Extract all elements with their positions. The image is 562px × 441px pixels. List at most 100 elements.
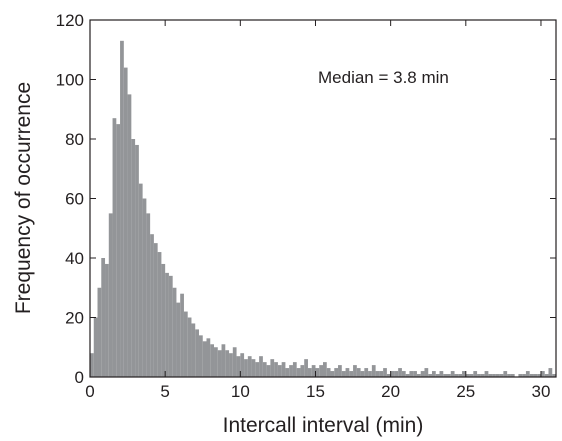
bar	[469, 374, 474, 377]
bar	[398, 368, 402, 377]
bar	[198, 335, 203, 377]
bar	[522, 374, 526, 377]
bar	[138, 183, 143, 377]
y-tick-label: 100	[56, 71, 84, 90]
bar	[146, 213, 151, 377]
bar	[266, 365, 271, 377]
bar	[262, 362, 267, 377]
bar	[540, 371, 545, 377]
bar	[285, 368, 290, 377]
bar	[300, 365, 305, 377]
x-tick-label: 25	[456, 382, 475, 401]
bar	[244, 359, 248, 377]
bar	[499, 374, 504, 377]
bar	[484, 371, 489, 377]
x-tick-label: 30	[532, 382, 551, 401]
x-tick-label: 5	[160, 382, 169, 401]
bar	[356, 368, 361, 377]
bar	[296, 368, 301, 377]
bar	[349, 371, 354, 377]
bar	[477, 374, 481, 377]
bar	[259, 356, 263, 377]
bar	[401, 371, 406, 377]
bar	[507, 374, 511, 377]
y-tick-label: 120	[56, 11, 84, 30]
bar	[131, 139, 136, 377]
bar	[492, 374, 496, 377]
bar	[183, 311, 188, 377]
bar	[371, 365, 376, 377]
bar	[435, 374, 440, 377]
bar	[90, 353, 94, 377]
bar	[330, 371, 335, 377]
bar	[270, 359, 275, 377]
bar	[413, 371, 417, 377]
bar	[510, 374, 515, 377]
bar	[488, 374, 493, 377]
bar	[443, 374, 448, 377]
bar	[206, 338, 211, 377]
bar	[537, 374, 541, 377]
y-tick-label: 0	[75, 368, 84, 387]
bar	[255, 362, 260, 377]
bar	[274, 362, 278, 377]
x-tick-label: 15	[306, 382, 325, 401]
y-tick-label: 80	[65, 130, 84, 149]
bar	[315, 368, 320, 377]
bar	[503, 371, 508, 377]
bar	[431, 371, 436, 377]
bar	[447, 374, 451, 377]
bar	[420, 371, 425, 377]
bar	[180, 293, 184, 377]
bar	[326, 368, 331, 377]
bar	[153, 243, 158, 377]
y-tick-label: 20	[65, 309, 84, 328]
bar	[323, 362, 327, 377]
bar	[319, 365, 323, 377]
bar	[386, 374, 391, 377]
bar	[480, 374, 485, 377]
bar	[172, 287, 177, 377]
x-tick-label: 0	[85, 382, 94, 401]
bar	[251, 359, 256, 377]
bar	[424, 368, 429, 377]
bar	[221, 344, 226, 377]
bar	[281, 362, 286, 377]
bar	[465, 374, 470, 377]
bar	[409, 371, 414, 377]
bar	[368, 371, 372, 377]
bar	[450, 371, 455, 377]
bar	[394, 371, 399, 377]
bar	[157, 252, 162, 377]
x-axis-label: Intercall interval (min)	[223, 414, 424, 437]
bar	[120, 40, 124, 377]
bar	[105, 263, 109, 377]
bar	[240, 353, 245, 377]
x-tick-label: 20	[381, 382, 400, 401]
bar	[334, 368, 339, 377]
bar	[529, 374, 534, 377]
bar	[236, 356, 241, 377]
bar	[338, 365, 342, 377]
bar	[210, 344, 215, 377]
bar	[93, 317, 98, 377]
bar	[112, 118, 117, 378]
bar	[142, 198, 147, 377]
bar	[405, 374, 410, 377]
bar	[108, 213, 113, 377]
x-tick-label: 10	[231, 382, 250, 401]
bar	[518, 374, 523, 377]
bar	[552, 374, 556, 377]
bar	[353, 365, 357, 377]
bar	[116, 124, 121, 377]
bar	[454, 374, 459, 377]
bar	[360, 371, 365, 377]
bar	[533, 374, 538, 377]
bar	[123, 67, 128, 377]
bar	[176, 302, 181, 377]
bar	[247, 356, 252, 377]
bar	[97, 287, 102, 377]
bar	[462, 371, 466, 377]
bar	[473, 371, 478, 377]
